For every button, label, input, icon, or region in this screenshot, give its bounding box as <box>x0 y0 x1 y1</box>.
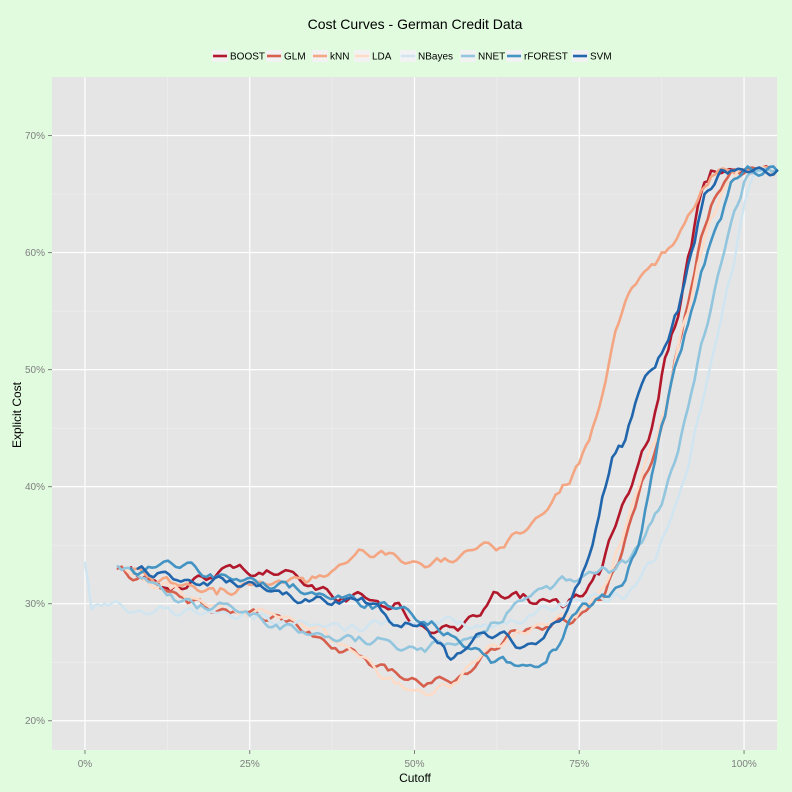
legend-item-glm: GLM <box>266 50 306 63</box>
legend-label: NNET <box>478 52 505 63</box>
legend-label: LDA <box>372 52 392 63</box>
x-tick-label: 50% <box>404 759 424 770</box>
y-axis-label: Explicit Cost <box>10 381 24 448</box>
series-group <box>83 165 779 697</box>
series-line-rforest <box>129 165 779 669</box>
legend-item-nbayes: NBayes <box>400 50 453 63</box>
y-tick-label: 20% <box>25 716 45 727</box>
series-line-boost <box>129 165 779 635</box>
y-tick-label: 40% <box>25 482 45 493</box>
y-tick-label: 60% <box>25 248 45 259</box>
chart-title: Cost Curves - German Credit Data <box>308 16 523 32</box>
x-tick-label: 25% <box>240 759 260 770</box>
y-tick-label: 70% <box>25 131 45 142</box>
legend: BOOST GLM kNN LDA NBayes NNET rFOREST SVM <box>212 50 612 63</box>
legend-item-rforest: rFOREST <box>506 50 568 63</box>
y-axis-ticks: 20% 30% 40% 50% 60% 70% <box>25 131 52 727</box>
series-line-svm <box>136 166 779 661</box>
legend-label: rFOREST <box>524 52 568 63</box>
series-line-nbayes <box>83 167 779 633</box>
y-tick-label: 50% <box>25 365 45 376</box>
legend-label: NBayes <box>418 52 453 63</box>
y-tick-label: 30% <box>25 599 45 610</box>
x-tick-label: 100% <box>731 759 757 770</box>
legend-label: kNN <box>330 52 349 63</box>
x-axis-ticks: 0% 25% 50% 75% 100% <box>78 750 757 770</box>
legend-item-lda: LDA <box>354 50 392 63</box>
gridlines <box>52 77 777 750</box>
x-tick-label: 75% <box>569 759 589 770</box>
x-tick-label: 0% <box>78 759 93 770</box>
legend-item-svm: SVM <box>572 50 612 63</box>
legend-item-knn: kNN <box>312 50 349 63</box>
series-line-nnet <box>116 167 779 654</box>
legend-item-nnet: NNET <box>460 50 505 63</box>
legend-item-boost: BOOST <box>212 50 265 63</box>
legend-label: SVM <box>590 52 612 63</box>
legend-label: BOOST <box>230 52 265 63</box>
legend-label: GLM <box>284 52 306 63</box>
x-axis-label: Cutoff <box>399 771 431 785</box>
